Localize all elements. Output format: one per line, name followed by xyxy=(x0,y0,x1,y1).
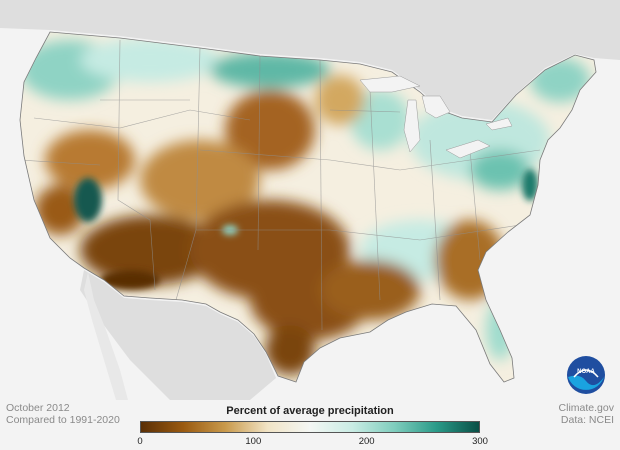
great-lakes xyxy=(359,75,513,159)
credit-data: Data: NCEI xyxy=(560,414,614,426)
noaa-logo-text: NOAA xyxy=(577,369,595,375)
noaa-logo-icon: NOAA xyxy=(567,356,605,394)
legend-color-bar xyxy=(140,421,480,433)
us-outline xyxy=(19,31,597,383)
legend-tick-0: 0 xyxy=(137,436,143,447)
legend-tick-200: 200 xyxy=(358,436,375,447)
map-canvas xyxy=(0,0,620,400)
legend-tick-300: 300 xyxy=(472,436,488,447)
credit-site: Climate.gov xyxy=(558,402,614,414)
state-boundaries xyxy=(20,39,541,331)
neighbor-land xyxy=(0,0,620,400)
legend-title: Percent of average precipitation xyxy=(226,405,394,417)
baseline-label: Compared to 1991-2020 xyxy=(6,414,120,426)
precipitation-map xyxy=(0,0,620,400)
period-label: October 2012 xyxy=(6,402,70,414)
legend-tick-100: 100 xyxy=(245,436,262,447)
map-caption: October 2012 Compared to 1991-2020 xyxy=(6,402,120,426)
credits: Climate.gov Data: NCEI xyxy=(559,402,614,426)
